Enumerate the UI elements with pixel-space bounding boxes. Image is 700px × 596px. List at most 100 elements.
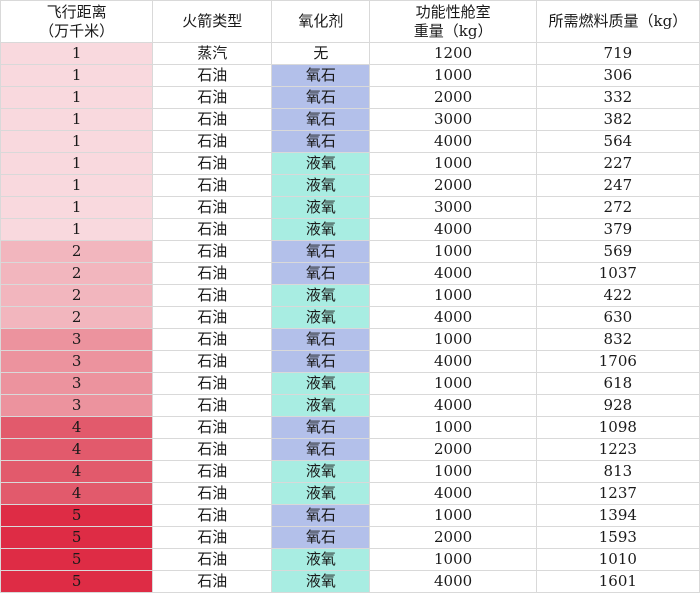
cell-flight-distance: 4 — [0, 438, 154, 461]
table-row: 2 石油 液氧 1000 422 — [0, 284, 700, 307]
header-rocket-type: 火箭类型 — [152, 0, 273, 43]
cell-oxidizer: 液氧 — [271, 174, 371, 197]
cell-fuel-mass: 569 — [535, 240, 700, 263]
cell-cabin-weight: 2000 — [369, 174, 537, 197]
cell-fuel-mass: 382 — [535, 108, 700, 131]
cell-rocket-type: 石油 — [152, 482, 273, 505]
table-row: 4 石油 液氧 4000 1237 — [0, 482, 700, 505]
cell-cabin-weight: 1000 — [369, 240, 537, 263]
table-row: 4 石油 氧石 1000 1098 — [0, 416, 700, 439]
table-row: 4 石油 液氧 1000 813 — [0, 460, 700, 483]
table-row: 5 石油 氧石 2000 1593 — [0, 526, 700, 549]
cell-oxidizer: 液氧 — [271, 460, 371, 483]
cell-cabin-weight: 1000 — [369, 504, 537, 527]
cell-cabin-weight: 1000 — [369, 416, 537, 439]
cell-flight-distance: 1 — [0, 86, 154, 109]
cell-flight-distance: 3 — [0, 328, 154, 351]
cell-cabin-weight: 1000 — [369, 372, 537, 395]
table-row: 1 石油 氧石 2000 332 — [0, 86, 700, 109]
cell-rocket-type: 石油 — [152, 350, 273, 373]
cell-fuel-mass: 618 — [535, 372, 700, 395]
cell-rocket-type: 石油 — [152, 218, 273, 241]
cell-rocket-type: 石油 — [152, 306, 273, 329]
cell-oxidizer: 氧石 — [271, 350, 371, 373]
cell-flight-distance: 2 — [0, 306, 154, 329]
cell-cabin-weight: 2000 — [369, 438, 537, 461]
table-row: 5 石油 液氧 4000 1601 — [0, 570, 700, 593]
cell-flight-distance: 1 — [0, 218, 154, 241]
cell-fuel-mass: 272 — [535, 196, 700, 219]
cell-flight-distance: 2 — [0, 262, 154, 285]
cell-cabin-weight: 4000 — [369, 218, 537, 241]
table-row: 1 蒸汽无 1200 719 — [0, 42, 700, 65]
cell-cabin-weight: 4000 — [369, 482, 537, 505]
cell-flight-distance: 3 — [0, 394, 154, 417]
cell-cabin-weight: 1000 — [369, 284, 537, 307]
cell-oxidizer: 氧石 — [271, 130, 371, 153]
header-fuel-mass: 所需燃料质量（kg） — [535, 0, 700, 43]
cell-oxidizer: 氧石 — [271, 240, 371, 263]
cell-oxidizer: 液氧 — [271, 570, 371, 593]
table-row: 3 石油 液氧 4000 928 — [0, 394, 700, 417]
table-row: 2 石油 液氧 4000 630 — [0, 306, 700, 329]
cell-cabin-weight: 1000 — [369, 328, 537, 351]
cell-rocket-type: 石油 — [152, 196, 273, 219]
cell-flight-distance: 5 — [0, 504, 154, 527]
cell-rocket-type: 石油 — [152, 86, 273, 109]
cell-fuel-mass: 422 — [535, 284, 700, 307]
cell-fuel-mass: 1237 — [535, 482, 700, 505]
cell-fuel-mass: 630 — [535, 306, 700, 329]
cell-rocket-type: 石油 — [152, 262, 273, 285]
table-row: 1 石油 液氧 1000 227 — [0, 152, 700, 175]
cell-fuel-mass: 1010 — [535, 548, 700, 571]
cell-flight-distance: 3 — [0, 372, 154, 395]
table-row: 4 石油 氧石 2000 1223 — [0, 438, 700, 461]
header-rocket-type-label: 火箭类型 — [182, 12, 243, 30]
cell-flight-distance: 5 — [0, 570, 154, 593]
cell-cabin-weight: 4000 — [369, 394, 537, 417]
cell-cabin-weight: 1000 — [369, 460, 537, 483]
table-row: 3 石油 氧石 1000 832 — [0, 328, 700, 351]
cell-oxidizer: 氧石 — [271, 86, 371, 109]
cell-flight-distance: 1 — [0, 64, 154, 87]
header-flight-distance: 飞行距离 （万千米） — [0, 0, 154, 43]
cell-rocket-type: 石油 — [152, 240, 273, 263]
cell-flight-distance: 4 — [0, 416, 154, 439]
cell-rocket-type: 石油 — [152, 130, 273, 153]
cell-fuel-mass: 564 — [535, 130, 700, 153]
cell-fuel-mass: 719 — [535, 42, 700, 65]
cell-flight-distance: 1 — [0, 108, 154, 131]
cell-rocket-type: 石油 — [152, 64, 273, 87]
table-row: 5 石油 液氧 1000 1010 — [0, 548, 700, 571]
cell-rocket-type: 石油 — [152, 174, 273, 197]
cell-rocket-type: 石油 — [152, 570, 273, 593]
cell-flight-distance: 1 — [0, 42, 154, 65]
cell-oxidizer: 液氧 — [271, 372, 371, 395]
cell-cabin-weight: 4000 — [369, 130, 537, 153]
cell-flight-distance: 3 — [0, 350, 154, 373]
cell-fuel-mass: 1394 — [535, 504, 700, 527]
table-body: 1 蒸汽无 1200 719 1 石油 氧石 1000 306 1 石油 氧石 2000 332 1 石油 氧石… — [0, 42, 700, 593]
cell-flight-distance: 5 — [0, 548, 154, 571]
cell-cabin-weight: 3000 — [369, 108, 537, 131]
cell-oxidizer: 氧石 — [271, 328, 371, 351]
cell-flight-distance: 2 — [0, 284, 154, 307]
table-row: 3 石油 液氧 1000 618 — [0, 372, 700, 395]
cell-flight-distance: 1 — [0, 152, 154, 175]
header-fuel-mass-label: 所需燃料质量（kg） — [548, 12, 688, 30]
cell-fuel-mass: 1223 — [535, 438, 700, 461]
cell-fuel-mass: 1098 — [535, 416, 700, 439]
cell-rocket-type: 石油 — [152, 108, 273, 131]
table-row: 1 石油 氧石 3000 382 — [0, 108, 700, 131]
cell-oxidizer: 无 — [271, 42, 371, 65]
cell-rocket-type: 石油 — [152, 548, 273, 571]
cell-oxidizer: 液氧 — [271, 152, 371, 175]
cell-fuel-mass: 247 — [535, 174, 700, 197]
cell-flight-distance: 4 — [0, 482, 154, 505]
header-cabin-weight: 功能性舱室 重量（kg） — [369, 0, 537, 43]
cell-flight-distance: 5 — [0, 526, 154, 549]
header-cabin-weight-line1: 功能性舱室 — [415, 2, 491, 21]
cell-cabin-weight: 4000 — [369, 306, 537, 329]
cell-fuel-mass: 1706 — [535, 350, 700, 373]
